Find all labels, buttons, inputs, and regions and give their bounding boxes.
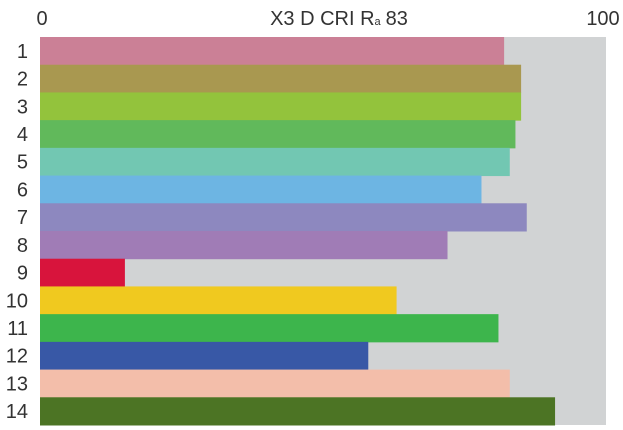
y-tick-label-5: 5 xyxy=(17,152,28,174)
y-tick-label-14: 14 xyxy=(6,401,28,423)
bar-9 xyxy=(40,258,125,287)
y-tick-label-13: 13 xyxy=(6,373,28,395)
bar-layer xyxy=(40,37,556,426)
bar-2 xyxy=(40,64,522,93)
bar-10 xyxy=(40,286,397,315)
y-tick-label-1: 1 xyxy=(17,41,28,63)
y-tick-label-7: 7 xyxy=(17,207,28,229)
bar-1 xyxy=(40,37,505,66)
y-tick-label-2: 2 xyxy=(17,69,28,91)
x-tick-label-max: 100 xyxy=(586,8,619,30)
y-tick-label-3: 3 xyxy=(17,96,28,118)
chart-title: X3 D CRI Ra 83 xyxy=(270,8,408,30)
bar-12 xyxy=(40,341,369,371)
y-tick-label-8: 8 xyxy=(17,235,28,257)
bar-14 xyxy=(40,397,556,426)
bar-13 xyxy=(40,369,510,398)
chart-title-value: 83 xyxy=(386,8,408,30)
y-tick-label-12: 12 xyxy=(6,346,28,368)
y-tick-label-11: 11 xyxy=(7,318,28,340)
chart-title-subscript: a xyxy=(375,16,382,28)
bar-7 xyxy=(40,203,527,232)
bar-6 xyxy=(40,175,482,204)
y-tick-label-6: 6 xyxy=(17,179,28,201)
bar-11 xyxy=(40,314,499,343)
y-tick-label-10: 10 xyxy=(6,290,28,312)
y-tick-label-4: 4 xyxy=(17,124,28,146)
axis-layer: 0 100 X3 D CRI Ra 83 xyxy=(36,8,619,30)
bar-8 xyxy=(40,231,448,260)
bar-4 xyxy=(40,120,516,149)
bar-3 xyxy=(40,92,522,121)
x-tick-label-min: 0 xyxy=(36,8,47,30)
bar-5 xyxy=(40,147,510,177)
chart-title-prefix: X3 D CRI R xyxy=(270,8,374,30)
y-tick-label-9: 9 xyxy=(17,263,28,285)
